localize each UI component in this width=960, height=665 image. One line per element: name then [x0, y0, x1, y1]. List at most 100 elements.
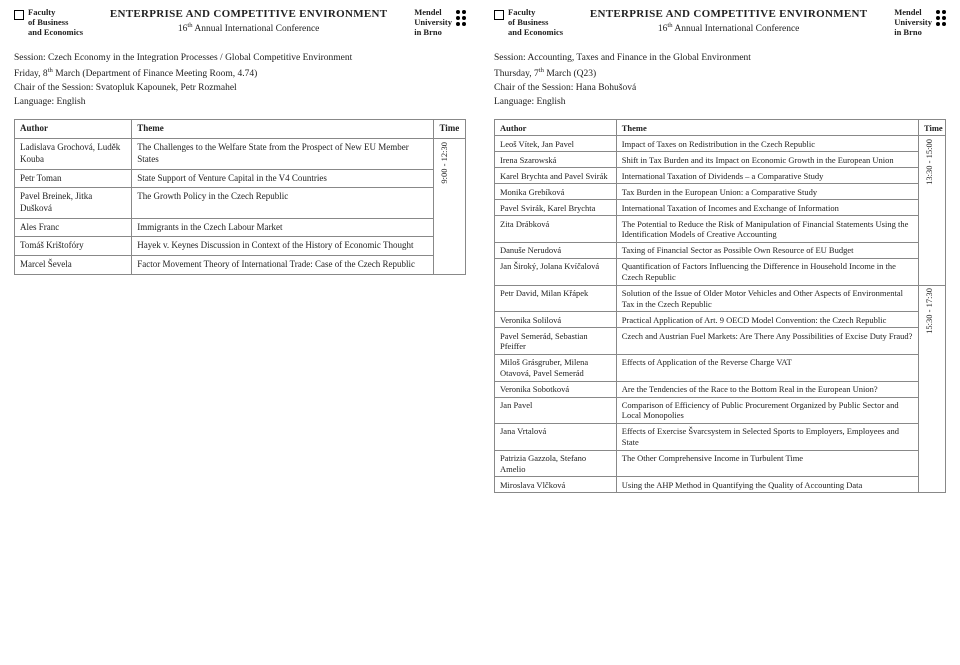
session-info-right: Session: Accounting, Taxes and Finance i… [494, 51, 946, 109]
cell-theme: Czech and Austrian Fuel Markets: Are The… [616, 328, 918, 355]
faculty-line3: and Economics [508, 28, 563, 38]
cell-theme: Using the AHP Method in Quantifying the … [616, 477, 918, 493]
session-title: Session: Accounting, Taxes and Finance i… [494, 51, 946, 65]
table-row: Ales FrancImmigrants in the Czech Labour… [15, 218, 466, 237]
cell-author: Marcel Ševela [15, 255, 132, 274]
cell-theme: Factor Movement Theory of International … [132, 255, 434, 274]
table-row: Karel Brychta and Pavel SvirákInternatio… [495, 168, 946, 184]
cell-author: Monika Grebíková [495, 184, 617, 200]
cell-theme: Taxing of Financial Sector as Possible O… [616, 243, 918, 259]
col-time: Time [434, 120, 466, 139]
cell-theme: International Taxation of Incomes and Ex… [616, 200, 918, 216]
faculty-line3: and Economics [28, 28, 83, 38]
cell-author: Jana Vrtalová [495, 424, 617, 451]
session-date: Thursday, 7th March (Q23) [494, 66, 946, 81]
cell-theme: The Challenges to the Welfare State from… [132, 139, 434, 169]
faculty-logo: Faculty of Business and Economics [494, 8, 563, 37]
cell-theme: The Potential to Reduce the Risk of Mani… [616, 216, 918, 243]
cell-theme: International Taxation of Dividends – a … [616, 168, 918, 184]
cell-author: Miroslava Vlčková [495, 477, 617, 493]
session-language: Language: English [494, 95, 946, 109]
uni-line3: in Brno [894, 28, 932, 38]
cell-author: Leoš Vítek, Jan Pavel [495, 136, 617, 152]
cell-time: 13:30 - 15:00 [918, 136, 945, 285]
cell-author: Miloš Grásgruber, Milena Otavová, Pavel … [495, 354, 617, 381]
cell-theme: Immigrants in the Czech Labour Market [132, 218, 434, 237]
table-row: Ladislava Grochová, Luděk KoubaThe Chall… [15, 139, 466, 169]
cell-theme: Tax Burden in the European Union: a Comp… [616, 184, 918, 200]
cell-theme: Shift in Tax Burden and its Impact on Ec… [616, 152, 918, 168]
cell-theme: Effects of Exercise Švarcsystem in Selec… [616, 424, 918, 451]
session-info-left: Session: Czech Economy in the Integratio… [14, 51, 466, 109]
time-label: 9:00 - 12:30 [439, 142, 450, 184]
cell-author: Petr David, Milan Křápek [495, 285, 617, 312]
conference-subtitle: 16th Annual International Conference [87, 22, 410, 34]
cell-author: Danuše Nerudová [495, 243, 617, 259]
table-header-row: Author Theme Time [15, 120, 466, 139]
cell-author: Patrizia Gazzola, Stefano Amelio [495, 450, 617, 477]
col-theme: Theme [132, 120, 434, 139]
left-page: Faculty of Business and Economics ENTERP… [0, 0, 480, 665]
table-row: Petr David, Milan KřápekSolution of the … [495, 285, 946, 312]
col-theme: Theme [616, 120, 918, 136]
cell-author: Zita Drábková [495, 216, 617, 243]
session-date: Friday, 8th March (Department of Finance… [14, 66, 466, 81]
uni-line3: in Brno [414, 28, 452, 38]
time-label: 13:30 - 15:00 [924, 139, 935, 185]
schedule-table-left: Author Theme Time Ladislava Grochová, Lu… [14, 119, 466, 274]
table-row: Danuše NerudováTaxing of Financial Secto… [495, 243, 946, 259]
col-author: Author [15, 120, 132, 139]
cell-author: Pavel Semerád, Sebastian Pfeiffer [495, 328, 617, 355]
table-row: Irena SzarowskáShift in Tax Burden and i… [495, 152, 946, 168]
cell-theme: Effects of Application of the Reverse Ch… [616, 354, 918, 381]
table-row: Miroslava VlčkováUsing the AHP Method in… [495, 477, 946, 493]
header-center: ENTERPRISE AND COMPETITIVE ENVIRONMENT 1… [83, 8, 414, 34]
header-center: ENTERPRISE AND COMPETITIVE ENVIRONMENT 1… [563, 8, 894, 34]
cell-author: Irena Szarowská [495, 152, 617, 168]
cell-time: 9:00 - 12:30 [434, 139, 466, 275]
cell-author: Jan Pavel [495, 397, 617, 424]
cell-author: Ales Franc [15, 218, 132, 237]
session-language: Language: English [14, 95, 466, 109]
cell-author: Jan Široký, Jolana Kvíčalová [495, 259, 617, 286]
cell-author: Tomáš Krištofóry [15, 237, 132, 256]
table-row: Patrizia Gazzola, Stefano AmelioThe Othe… [495, 450, 946, 477]
cell-theme: State Support of Venture Capital in the … [132, 169, 434, 188]
cell-author: Petr Toman [15, 169, 132, 188]
table-row: Jan PavelComparison of Efficiency of Pub… [495, 397, 946, 424]
conference-title: ENTERPRISE AND COMPETITIVE ENVIRONMENT [567, 8, 890, 20]
page-header: Faculty of Business and Economics ENTERP… [494, 8, 946, 37]
session-chair: Chair of the Session: Svatopluk Kapounek… [14, 81, 466, 95]
faculty-logo: Faculty of Business and Economics [14, 8, 83, 37]
table-row: Zita DrábkováThe Potential to Reduce the… [495, 216, 946, 243]
table-row: Miloš Grásgruber, Milena Otavová, Pavel … [495, 354, 946, 381]
cell-author: Karel Brychta and Pavel Svirák [495, 168, 617, 184]
table-row: Pavel Semerád, Sebastian PfeifferCzech a… [495, 328, 946, 355]
conference-title: ENTERPRISE AND COMPETITIVE ENVIRONMENT [87, 8, 410, 20]
conference-subtitle: 16th Annual International Conference [567, 22, 890, 34]
table-row: Monika GrebíkováTax Burden in the Europe… [495, 184, 946, 200]
cell-theme: The Growth Policy in the Czech Republic [132, 188, 434, 218]
page-header: Faculty of Business and Economics ENTERP… [14, 8, 466, 37]
right-page: Faculty of Business and Economics ENTERP… [480, 0, 960, 665]
cell-author: Ladislava Grochová, Luděk Kouba [15, 139, 132, 169]
cell-theme: Comparison of Efficiency of Public Procu… [616, 397, 918, 424]
session-chair: Chair of the Session: Hana Bohušová [494, 81, 946, 95]
table-row: Marcel ŠevelaFactor Movement Theory of I… [15, 255, 466, 274]
table-header-row: Author Theme Time [495, 120, 946, 136]
cell-theme: Impact of Taxes on Redistribution in the… [616, 136, 918, 152]
cell-theme: Are the Tendencies of the Race to the Bo… [616, 381, 918, 397]
schedule-table-right: Author Theme Time Leoš Vítek, Jan PavelI… [494, 119, 946, 493]
cell-theme: Solution of the Issue of Older Motor Veh… [616, 285, 918, 312]
time-label: 15:30 - 17:30 [924, 288, 935, 334]
cell-theme: Quantification of Factors Influencing th… [616, 259, 918, 286]
cell-author: Veronika Solilová [495, 312, 617, 328]
col-time: Time [918, 120, 945, 136]
table-row: Veronika SolilováPractical Application o… [495, 312, 946, 328]
university-logo: Mendel University in Brno [414, 8, 466, 37]
university-logo-icon [456, 10, 466, 26]
table-row: Pavel Breinek, Jitka DuškováThe Growth P… [15, 188, 466, 218]
table-row: Veronika SobotkováAre the Tendencies of … [495, 381, 946, 397]
cell-theme: The Other Comprehensive Income in Turbul… [616, 450, 918, 477]
cell-author: Veronika Sobotková [495, 381, 617, 397]
